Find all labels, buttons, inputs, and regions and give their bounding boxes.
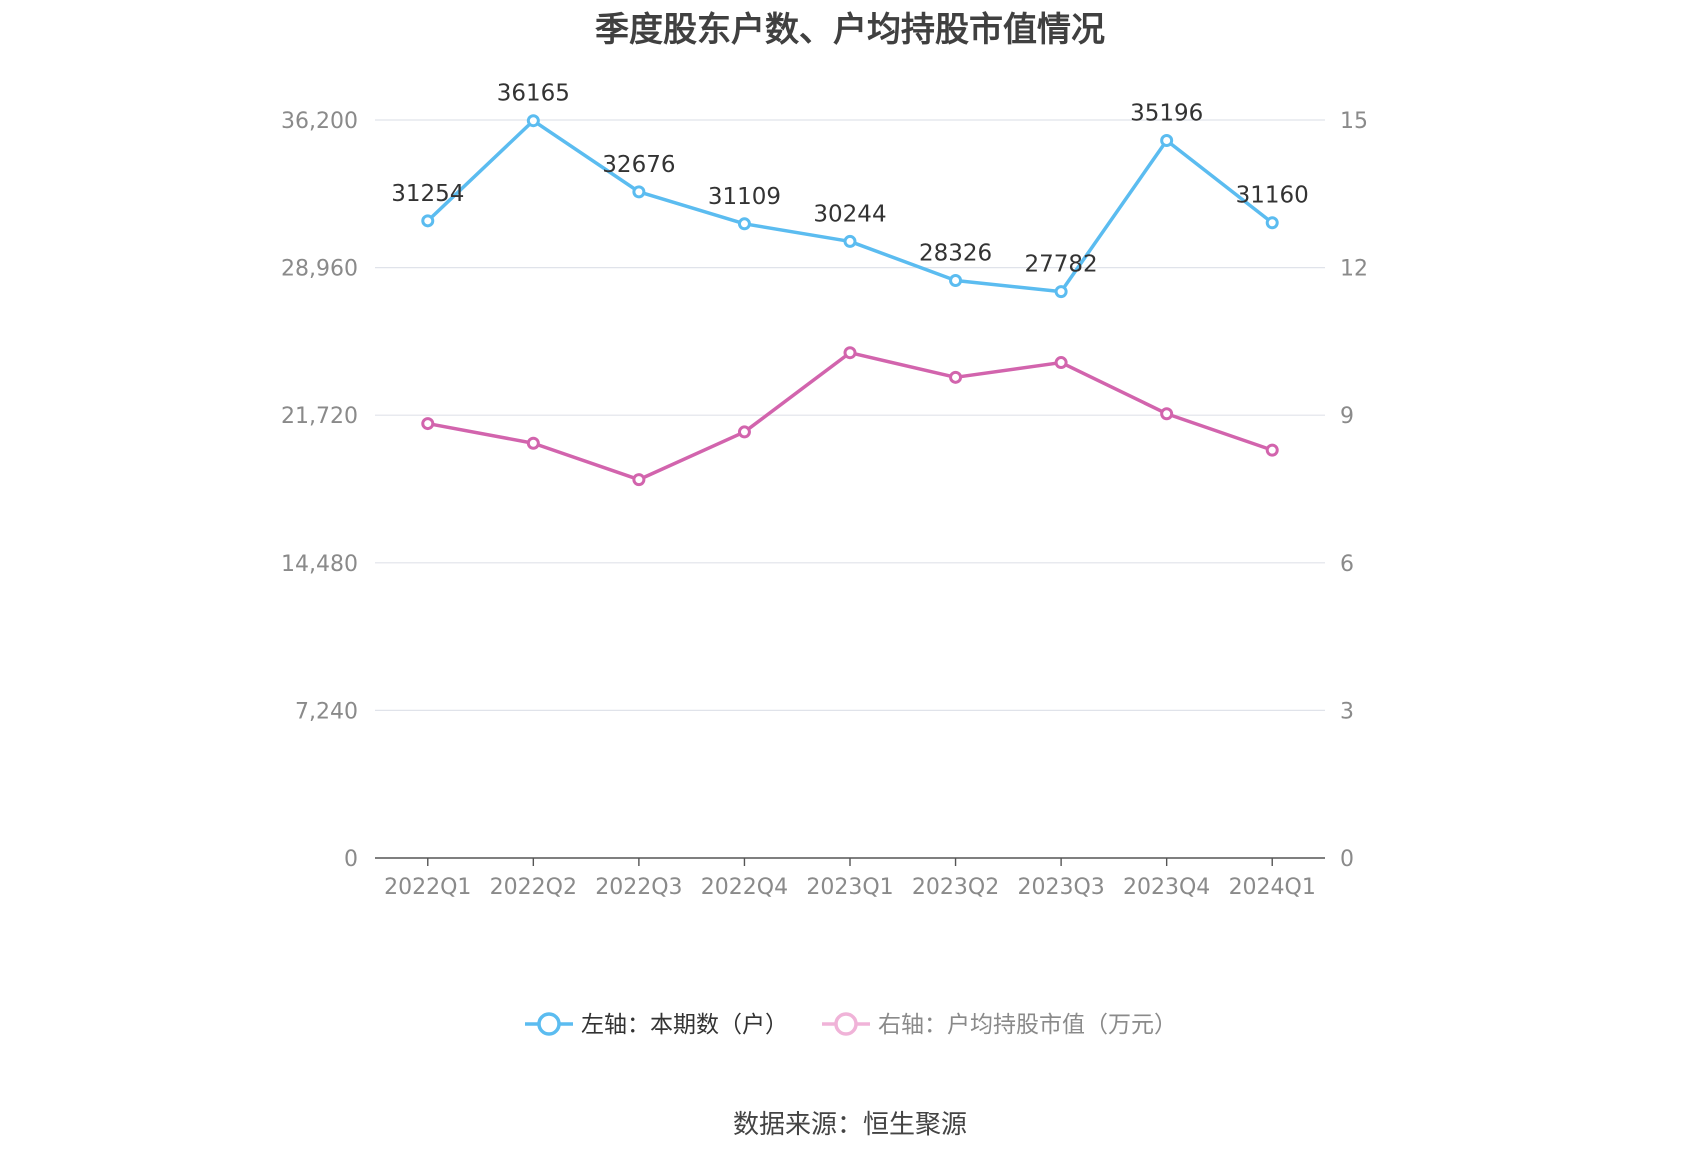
data-point[interactable] <box>949 274 963 288</box>
right-tick-label: 9 <box>1340 404 1354 429</box>
legend-label: 左轴：本期数（户） <box>581 1012 788 1038</box>
data-point[interactable] <box>1265 216 1279 230</box>
x-tick-label: 2023Q4 <box>1123 875 1210 900</box>
legend-marker <box>537 1012 561 1036</box>
right-tick-label: 0 <box>1340 847 1354 872</box>
x-tick-label: 2023Q1 <box>806 875 893 900</box>
data-point[interactable] <box>632 185 646 199</box>
data-label: 28326 <box>919 241 992 267</box>
data-label: 31109 <box>708 184 781 210</box>
left-tick-label: 28,960 <box>281 257 358 282</box>
right-tick-label: 6 <box>1340 552 1354 577</box>
series-line-1 <box>427 350 1273 482</box>
right-axis-ticks: 0 3 6 9 12 15 <box>1340 109 1368 872</box>
data-point[interactable] <box>843 234 857 248</box>
data-label: 35196 <box>1130 100 1203 126</box>
legend[interactable]: 左轴：本期数（户） 右轴：户均持股市值（万元） <box>525 1012 1177 1038</box>
data-point[interactable] <box>526 114 540 128</box>
x-tick-label: 2022Q4 <box>701 875 788 900</box>
data-point[interactable] <box>421 417 435 431</box>
left-tick-label: 36,200 <box>281 109 358 134</box>
data-point[interactable] <box>421 214 435 228</box>
data-point[interactable] <box>737 425 751 439</box>
data-point[interactable] <box>1265 443 1279 457</box>
left-tick-label: 0 <box>344 847 358 872</box>
legend-marker <box>834 1012 858 1036</box>
data-point[interactable] <box>632 473 646 487</box>
x-tick-label: 2023Q2 <box>912 875 999 900</box>
x-axis: 2022Q1 2022Q2 2022Q3 2022Q4 2023Q1 2023Q2 2023… <box>375 857 1325 900</box>
x-tick-label: 2024Q1 <box>1229 875 1316 900</box>
series-lines <box>421 114 1279 487</box>
left-tick-label: 21,720 <box>281 404 358 429</box>
right-tick-label: 12 <box>1340 257 1368 282</box>
legend-label: 右轴：户均持股市值（万元） <box>878 1012 1177 1038</box>
data-labels: 31254 36165 32676 31109 30244 28326 27782 35196… <box>391 81 1309 278</box>
data-label: 30244 <box>813 201 886 227</box>
data-point[interactable] <box>1054 285 1068 299</box>
data-point[interactable] <box>1054 356 1068 370</box>
legend-item-1[interactable]: 右轴：户均持股市值（万元） <box>822 1012 1177 1038</box>
x-tick-label: 2022Q2 <box>490 875 577 900</box>
data-label: 32676 <box>602 152 675 178</box>
left-axis-ticks: 0 7,240 14,480 21,720 28,960 36,200 <box>281 109 358 872</box>
left-tick-label: 7,240 <box>295 699 358 724</box>
data-point[interactable] <box>526 436 540 450</box>
right-tick-label: 3 <box>1340 699 1354 724</box>
data-label: 36165 <box>497 81 570 107</box>
data-label: 31254 <box>391 181 464 207</box>
data-label: 27782 <box>1025 252 1098 278</box>
legend-item-0[interactable]: 左轴：本期数（户） <box>525 1012 788 1038</box>
data-point[interactable] <box>949 370 963 384</box>
data-point[interactable] <box>737 217 751 231</box>
data-label: 31160 <box>1236 183 1309 209</box>
data-point[interactable] <box>1160 407 1174 421</box>
x-tick-label: 2023Q3 <box>1017 875 1104 900</box>
data-point[interactable] <box>1160 133 1174 147</box>
data-point[interactable] <box>843 346 857 360</box>
x-tick-label: 2022Q1 <box>384 875 471 900</box>
data-source: 数据来源：恒生聚源 <box>732 1110 967 1140</box>
x-tick-label: 2022Q3 <box>595 875 682 900</box>
chart-title: 季度股东户数、户均持股市值情况 <box>595 10 1105 50</box>
right-tick-label: 15 <box>1340 109 1368 134</box>
left-tick-label: 14,480 <box>281 552 358 577</box>
